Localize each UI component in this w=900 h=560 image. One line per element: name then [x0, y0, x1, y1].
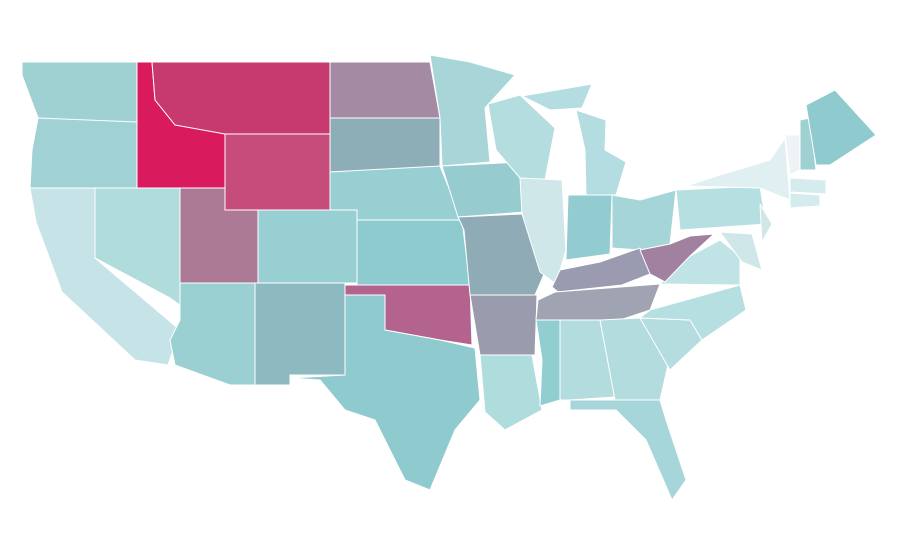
region — [169, 282, 256, 386]
region — [429, 54, 516, 167]
region — [21, 61, 138, 123]
region — [479, 354, 543, 431]
region — [799, 117, 817, 171]
region — [559, 319, 616, 401]
region — [289, 294, 481, 491]
region — [789, 177, 827, 195]
region — [675, 185, 767, 231]
region — [805, 89, 877, 166]
region — [257, 209, 358, 284]
region — [151, 61, 331, 135]
region — [224, 133, 331, 211]
region — [569, 399, 687, 501]
region — [521, 83, 593, 111]
region — [611, 189, 677, 251]
region — [639, 233, 715, 283]
region — [329, 117, 441, 173]
region — [565, 194, 613, 261]
region — [789, 192, 821, 209]
region — [254, 282, 346, 386]
region — [469, 294, 538, 356]
regions — [21, 54, 877, 501]
region — [719, 231, 763, 271]
region — [329, 61, 441, 119]
region — [356, 219, 471, 286]
region — [535, 319, 561, 407]
region — [29, 117, 138, 189]
region — [759, 203, 773, 243]
region — [575, 109, 627, 196]
